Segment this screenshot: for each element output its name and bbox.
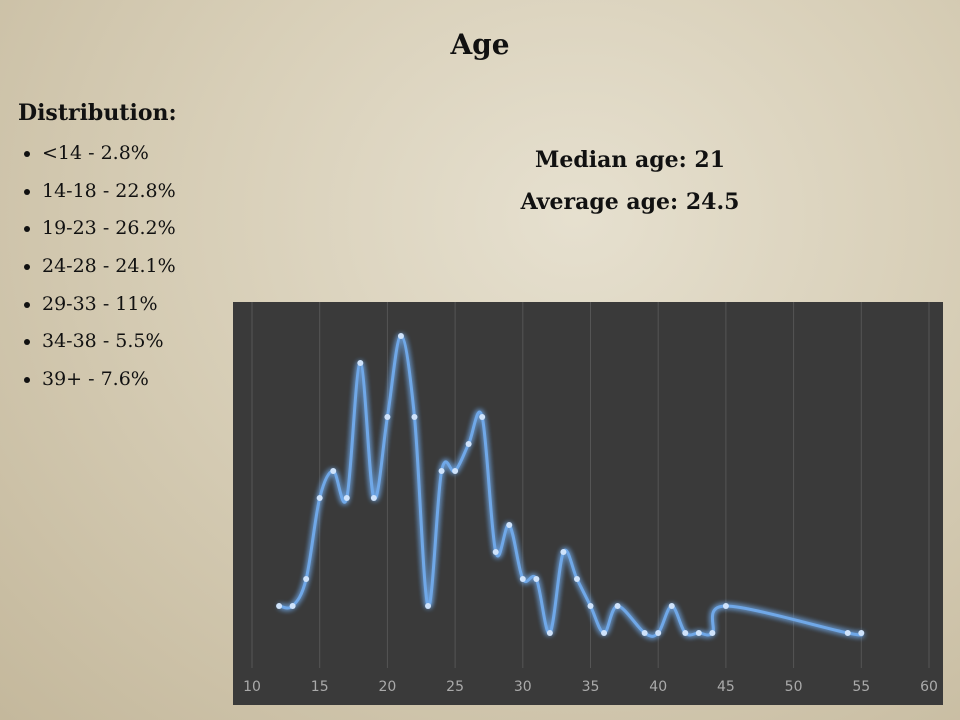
- point: [465, 441, 472, 447]
- point: [316, 495, 323, 501]
- distribution-item: <14 - 2.8%: [42, 136, 176, 174]
- point: [587, 603, 594, 609]
- point: [492, 549, 499, 555]
- distribution-item: 34-38 - 5.5%: [42, 324, 176, 362]
- point: [573, 576, 580, 582]
- distribution-item: 14-18 - 22.8%: [42, 174, 176, 212]
- point: [303, 576, 310, 582]
- point: [452, 468, 459, 474]
- point: [425, 603, 432, 609]
- point: [357, 360, 364, 366]
- point: [289, 603, 296, 609]
- x-tick-label: 50: [785, 679, 803, 695]
- distribution-heading: Distribution:: [18, 100, 177, 126]
- distribution-item: 24-28 - 24.1%: [42, 249, 176, 287]
- point: [858, 630, 865, 636]
- point: [276, 603, 283, 609]
- point: [384, 414, 391, 420]
- plot-area: [233, 302, 943, 705]
- x-tick-label: 60: [920, 679, 938, 695]
- distribution-item: 39+ - 7.6%: [42, 362, 176, 400]
- point: [695, 630, 702, 636]
- distribution-item: 29-33 - 11%: [42, 287, 176, 325]
- x-tick-label: 20: [378, 679, 396, 695]
- x-tick-label: 30: [514, 679, 532, 695]
- average-age: Average age: 24.5: [520, 189, 740, 215]
- x-tick-label: 10: [243, 679, 261, 695]
- point: [682, 630, 689, 636]
- point: [546, 630, 553, 636]
- distribution-list: <14 - 2.8%14-18 - 22.8%19-23 - 26.2%24-2…: [22, 136, 176, 400]
- point: [560, 549, 567, 555]
- x-tick-label: 40: [649, 679, 667, 695]
- point: [601, 630, 608, 636]
- point: [722, 603, 729, 609]
- x-tick-label: 15: [311, 679, 329, 695]
- x-tick-label: 55: [852, 679, 870, 695]
- point: [506, 522, 513, 528]
- x-tick-label: 45: [717, 679, 735, 695]
- point: [438, 468, 445, 474]
- point: [844, 630, 851, 636]
- point: [330, 468, 337, 474]
- point: [343, 495, 350, 501]
- point: [479, 414, 486, 420]
- point: [641, 630, 648, 636]
- distribution-item: 19-23 - 26.2%: [42, 211, 176, 249]
- x-tick-label: 25: [446, 679, 464, 695]
- median-age: Median age: 21: [534, 147, 726, 173]
- point: [533, 576, 540, 582]
- slide-title: Age: [450, 28, 510, 61]
- point: [411, 414, 418, 420]
- point: [614, 603, 621, 609]
- point: [370, 495, 377, 501]
- x-tick-label: 35: [582, 679, 600, 695]
- stats: Median age: 21 Average age: 24.5: [480, 142, 780, 226]
- point: [709, 630, 716, 636]
- point: [519, 576, 526, 582]
- point: [668, 603, 675, 609]
- point: [397, 333, 404, 339]
- point: [655, 630, 662, 636]
